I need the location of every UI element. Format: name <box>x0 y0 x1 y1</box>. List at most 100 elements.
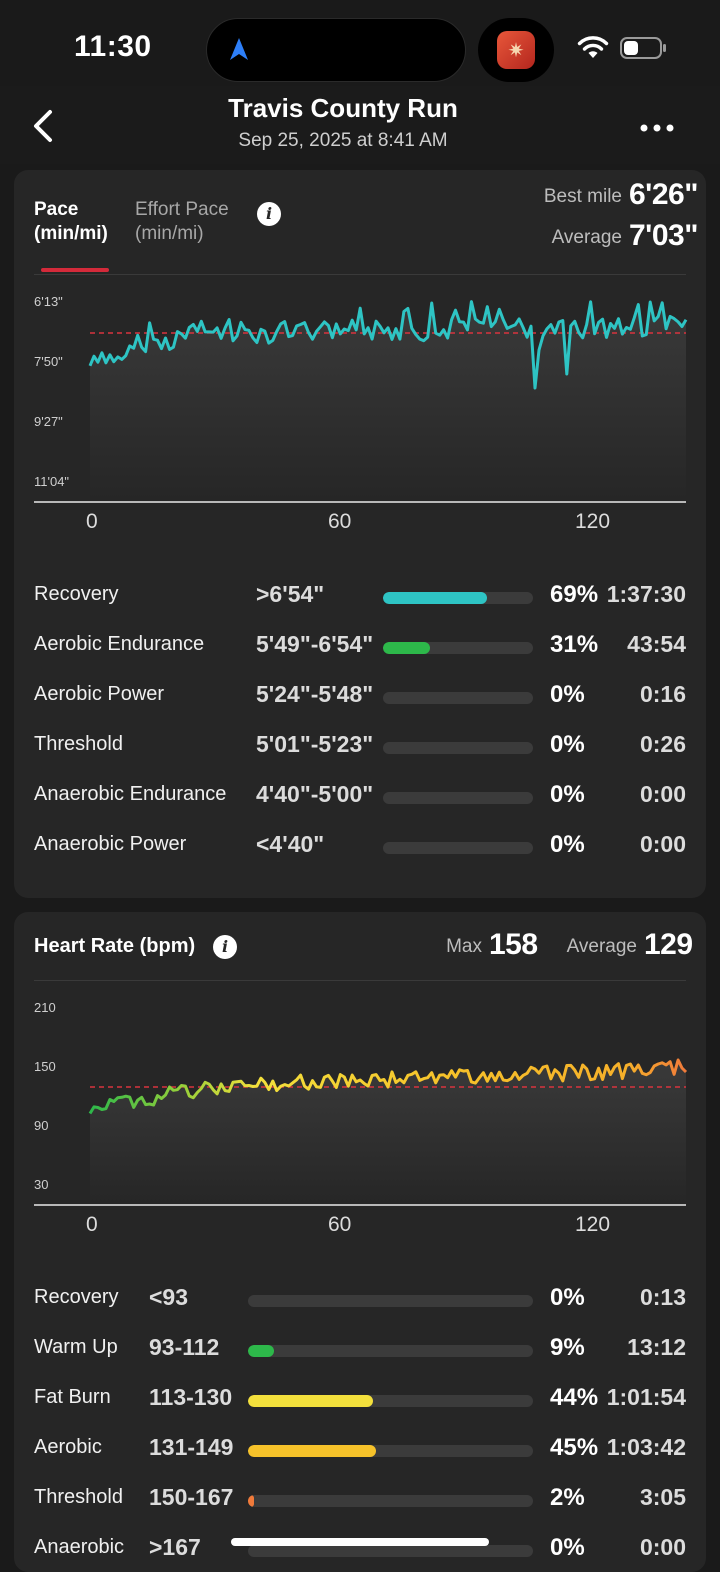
pace-x-tick: 0 <box>86 510 98 533</box>
status-time: 11:30 <box>74 30 152 63</box>
max-hr-value: 158 <box>489 928 538 961</box>
hr-x-tick: 120 <box>575 1213 611 1236</box>
zone-name: Anaerobic Power <box>34 833 187 855</box>
zone-bar <box>383 592 533 604</box>
tab-active-indicator <box>41 268 109 272</box>
zone-name: Warm Up <box>34 1336 118 1358</box>
zone-name: Recovery <box>34 583 119 605</box>
pace-line <box>88 300 688 390</box>
nav-header <box>0 86 720 164</box>
tab-effort-pace-unit: (min/mi) <box>135 223 204 244</box>
zone-bar <box>383 692 533 704</box>
zone-range: 131-149 <box>149 1434 234 1460</box>
average-hr-value: 129 <box>644 928 693 961</box>
pace-x-tick: 60 <box>328 510 352 533</box>
zone-bar <box>248 1295 533 1307</box>
wifi-icon <box>577 36 609 58</box>
hr-zone-row: Anaerobic >167 0% 0:00 <box>0 1530 720 1570</box>
zone-time: 0:00 <box>639 831 686 857</box>
zone-name: Threshold <box>34 1486 123 1508</box>
max-hr-label: Max <box>446 936 482 957</box>
zone-name: Aerobic Power <box>34 683 165 705</box>
hr-zone-row: Fat Burn 113-130 44% 1:01:54 <box>0 1380 720 1420</box>
zone-time: 1:03:42 <box>606 1434 686 1460</box>
navigation-arrow-icon <box>230 38 248 60</box>
heart-rate-card <box>14 912 706 1572</box>
pace-divider <box>34 274 686 275</box>
zone-range: 113-130 <box>149 1384 233 1410</box>
info-icon[interactable]: i <box>257 202 281 226</box>
tab-pace[interactable]: Pace (min/mi) <box>34 198 108 246</box>
pace-area <box>90 301 686 502</box>
zone-bar <box>248 1495 533 1507</box>
hr-zone-row: Threshold 150-167 2% 3:05 <box>0 1480 720 1520</box>
zone-name: Anaerobic Endurance <box>34 783 227 805</box>
zone-bar <box>383 742 533 754</box>
hr-x-tick: 0 <box>86 1213 98 1236</box>
info-icon[interactable]: i <box>213 935 237 959</box>
zone-name: Aerobic Endurance <box>34 633 205 655</box>
pace-x-tick: 120 <box>575 510 611 533</box>
zone-range: 5'49"-6'54" <box>256 631 374 657</box>
zone-percent: 0% <box>550 681 585 708</box>
average-pace-label: Average <box>551 227 622 248</box>
hr-y-tick: 30 <box>34 1177 49 1192</box>
zone-percent: 0% <box>550 831 585 858</box>
zone-range: 5'24"-5'48" <box>256 681 374 707</box>
zone-time: 3:05 <box>639 1484 686 1510</box>
pace-y-tick: 6'13" <box>34 294 63 309</box>
zone-percent: 2% <box>550 1484 585 1511</box>
home-indicator[interactable] <box>231 1538 489 1546</box>
zone-name: Anaerobic <box>34 1536 125 1558</box>
zone-time: 13:12 <box>627 1334 686 1360</box>
hr-zone-row: Warm Up 93-112 9% 13:12 <box>0 1330 720 1370</box>
zone-bar <box>383 642 533 654</box>
zone-bar-fill <box>383 592 487 604</box>
hr-y-tick: 150 <box>34 1059 56 1074</box>
zone-percent: 0% <box>550 731 585 758</box>
dynamic-island <box>206 18 466 82</box>
pace-zone-row: Anaerobic Power <4'40" 0% 0:00 <box>0 827 720 867</box>
pace-chart <box>34 300 688 503</box>
hr-y-tick: 90 <box>34 1118 49 1133</box>
zone-time: 0:00 <box>639 1534 686 1560</box>
zone-bar-fill <box>248 1495 254 1507</box>
app-icon: ✷ <box>497 31 535 69</box>
activity-datetime: Sep 25, 2025 at 8:41 AM <box>238 130 448 151</box>
zone-name: Aerobic <box>34 1436 102 1458</box>
pace-card <box>14 170 706 898</box>
more-dots-icon[interactable] <box>640 124 674 132</box>
pace-y-tick: 11'04" <box>34 474 70 489</box>
tab-effort-pace[interactable]: Effort Pace (min/mi) <box>135 198 229 246</box>
zone-percent: 44% <box>550 1384 599 1411</box>
tab-pace-label: Pace <box>34 199 79 220</box>
zone-time: 1:37:30 <box>606 581 686 607</box>
zone-time: 43:54 <box>627 631 686 657</box>
zone-bar <box>248 1345 533 1357</box>
zone-bar-fill <box>248 1395 374 1407</box>
activity-title: Travis County Run <box>228 93 458 123</box>
hr-divider <box>34 980 686 981</box>
zone-time: 0:16 <box>639 681 686 707</box>
back-chevron-icon[interactable] <box>30 108 58 144</box>
hr-x-tick: 60 <box>328 1213 352 1236</box>
zone-time: 0:13 <box>639 1284 686 1310</box>
zone-range: >167 <box>149 1534 201 1560</box>
zone-bar <box>383 792 533 804</box>
heart-rate-title: Heart Rate (bpm) <box>34 935 196 957</box>
zone-range: 4'40"-5'00" <box>256 781 374 807</box>
hr-area <box>90 1060 686 1205</box>
hr-y-tick: 210 <box>34 1000 56 1015</box>
zone-bar <box>248 1545 533 1557</box>
pace-zone-row: Threshold 5'01"-5'23" 0% 0:26 <box>0 727 720 767</box>
zone-name: Recovery <box>34 1286 119 1308</box>
zone-time: 0:00 <box>639 781 686 807</box>
zone-percent: 0% <box>550 1284 585 1311</box>
pace-y-tick: 7'50" <box>34 354 63 369</box>
pace-zone-row: Recovery >6'54" 69% 1:37:30 <box>0 577 720 617</box>
pace-zone-row: Aerobic Power 5'24"-5'48" 0% 0:16 <box>0 677 720 717</box>
zone-percent: 9% <box>550 1334 585 1361</box>
average-hr-label: Average <box>566 936 637 957</box>
zone-range: <4'40" <box>256 831 325 857</box>
hr-zone-row: Recovery <93 0% 0:13 <box>0 1280 720 1320</box>
